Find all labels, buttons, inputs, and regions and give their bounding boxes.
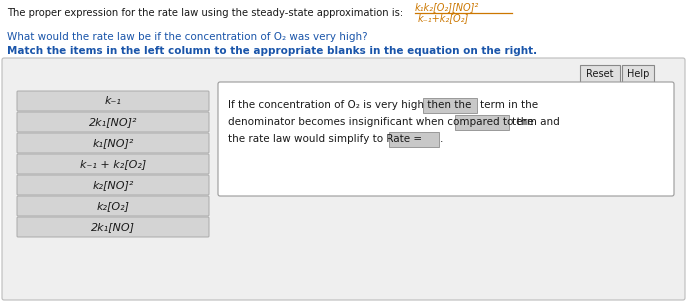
FancyBboxPatch shape <box>17 91 209 111</box>
Text: k₂[O₂]: k₂[O₂] <box>96 201 130 211</box>
Text: .: . <box>440 134 443 144</box>
FancyBboxPatch shape <box>389 132 439 147</box>
Text: 2k₁[NO]: 2k₁[NO] <box>91 222 135 232</box>
Text: k₋₁ + k₂[O₂]: k₋₁ + k₂[O₂] <box>80 159 146 169</box>
Text: Match the items in the left column to the appropriate blanks in the equation on : Match the items in the left column to th… <box>7 46 537 56</box>
FancyBboxPatch shape <box>2 58 685 300</box>
Text: k₂[NO]²: k₂[NO]² <box>92 180 134 190</box>
Text: the rate law would simplify to Rate =: the rate law would simplify to Rate = <box>228 134 422 144</box>
FancyBboxPatch shape <box>17 196 209 216</box>
Text: k₁[NO]²: k₁[NO]² <box>92 138 134 148</box>
Text: If the concentration of O₂ is very high then the: If the concentration of O₂ is very high … <box>228 100 471 110</box>
FancyBboxPatch shape <box>218 82 674 196</box>
FancyBboxPatch shape <box>17 112 209 132</box>
FancyBboxPatch shape <box>17 133 209 153</box>
Text: k₋₁+k₂[O₂]: k₋₁+k₂[O₂] <box>418 13 469 23</box>
Text: k₁k₂[O₂][NO]²: k₁k₂[O₂][NO]² <box>415 2 480 12</box>
Text: The proper expression for the rate law using the steady-state approximation is:: The proper expression for the rate law u… <box>7 8 403 18</box>
Text: What would the rate law be if the concentration of O₂ was very high?: What would the rate law be if the concen… <box>7 32 368 42</box>
Text: term in the: term in the <box>480 100 538 110</box>
Text: 2k₁[NO]²: 2k₁[NO]² <box>89 117 137 127</box>
Text: Help: Help <box>627 69 649 79</box>
Text: denominator becomes insignificant when compared to the: denominator becomes insignificant when c… <box>228 117 534 127</box>
FancyBboxPatch shape <box>17 154 209 174</box>
FancyBboxPatch shape <box>17 217 209 237</box>
Text: k₋₁: k₋₁ <box>104 96 122 106</box>
FancyBboxPatch shape <box>455 115 509 130</box>
Text: term and: term and <box>512 117 560 127</box>
FancyBboxPatch shape <box>423 98 477 113</box>
FancyBboxPatch shape <box>580 65 620 83</box>
FancyBboxPatch shape <box>622 65 654 83</box>
Text: Reset: Reset <box>586 69 613 79</box>
FancyBboxPatch shape <box>17 175 209 195</box>
